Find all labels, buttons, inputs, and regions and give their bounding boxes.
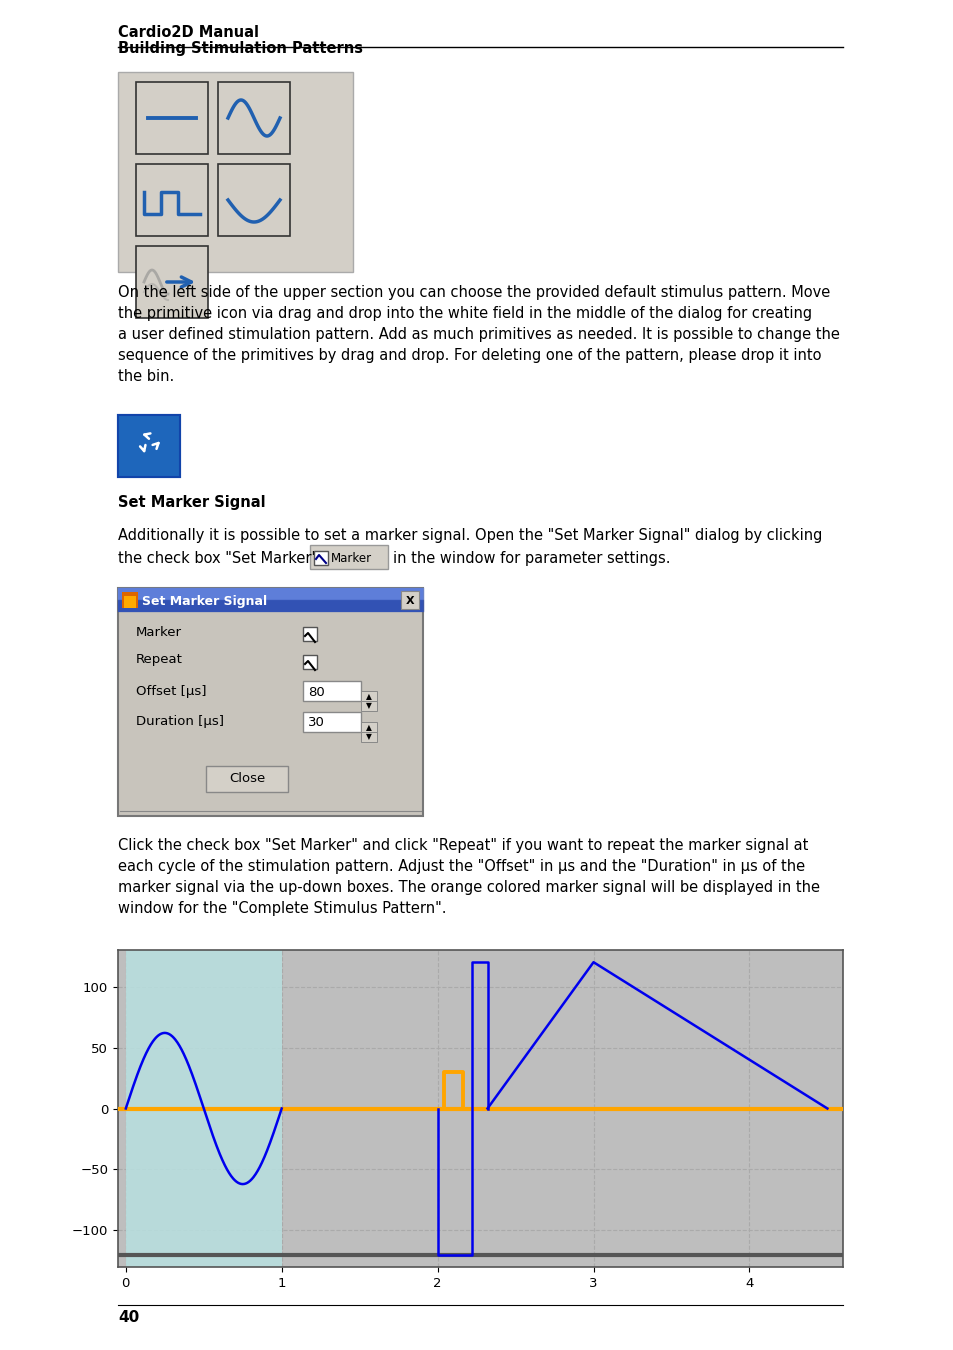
Bar — [118, 414, 180, 477]
Text: Offset [µs]: Offset [µs] — [136, 684, 206, 698]
Bar — [303, 655, 316, 670]
Bar — [206, 765, 288, 792]
Text: 40: 40 — [118, 1310, 139, 1324]
Text: ▲: ▲ — [366, 724, 372, 733]
Text: Cardio2D Manual: Cardio2D Manual — [118, 26, 258, 40]
Text: 30: 30 — [308, 717, 325, 729]
Text: in the window for parameter settings.: in the window for parameter settings. — [393, 551, 670, 566]
Text: Repeat: Repeat — [136, 653, 183, 667]
Text: ▲: ▲ — [366, 693, 372, 702]
Bar — [360, 701, 376, 711]
Polygon shape — [143, 429, 154, 432]
Bar — [118, 589, 422, 815]
Polygon shape — [135, 437, 163, 464]
Bar — [314, 551, 328, 566]
Text: Set Marker Signal: Set Marker Signal — [118, 495, 265, 510]
Text: ▼: ▼ — [366, 733, 372, 741]
Bar — [136, 246, 208, 319]
Bar — [303, 711, 360, 732]
Text: X: X — [405, 595, 414, 606]
Text: Close: Close — [229, 772, 265, 786]
Bar — [126, 950, 281, 1268]
Text: Duration [µs]: Duration [µs] — [136, 716, 224, 729]
Bar — [360, 691, 376, 701]
Bar — [360, 722, 376, 732]
Bar — [118, 589, 422, 612]
Bar — [118, 72, 353, 271]
Text: ▼: ▼ — [366, 702, 372, 710]
Bar — [303, 680, 360, 701]
Bar — [310, 545, 388, 568]
Text: the check box "Set Marker": the check box "Set Marker" — [118, 551, 317, 566]
Text: Marker: Marker — [331, 552, 372, 564]
Text: Set Marker Signal: Set Marker Signal — [142, 594, 267, 608]
Text: Additionally it is possible to set a marker signal. Open the "Set Marker Signal": Additionally it is possible to set a mar… — [118, 528, 821, 543]
Text: Marker: Marker — [136, 625, 182, 639]
Text: On the left side of the upper section you can choose the provided default stimul: On the left side of the upper section yo… — [118, 285, 839, 383]
Text: Building Stimulation Patterns: Building Stimulation Patterns — [118, 40, 363, 55]
Bar — [218, 163, 290, 236]
Bar — [124, 595, 136, 608]
Bar — [400, 591, 418, 609]
Bar — [360, 732, 376, 742]
Text: Click the check box "Set Marker" and click "Repeat" if you want to repeat the ma: Click the check box "Set Marker" and cli… — [118, 838, 820, 917]
Text: 80: 80 — [308, 686, 324, 698]
Polygon shape — [131, 432, 167, 437]
Bar — [136, 82, 208, 154]
Bar — [136, 163, 208, 236]
Bar — [122, 593, 138, 608]
Bar — [303, 626, 316, 641]
Bar — [118, 414, 180, 477]
Bar — [218, 82, 290, 154]
